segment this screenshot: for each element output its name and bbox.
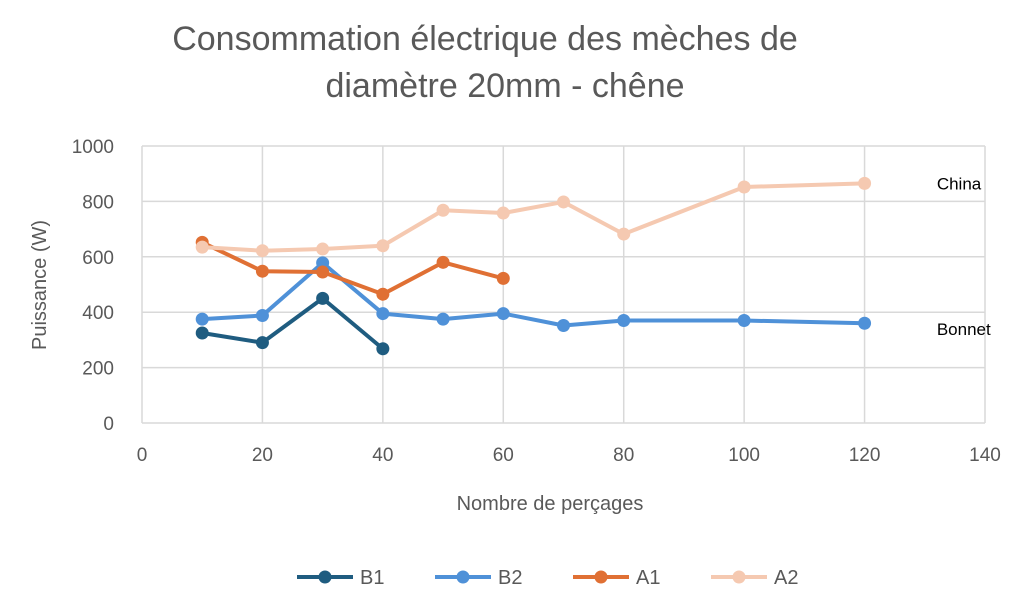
data-point-a2	[436, 203, 450, 217]
x-tick-label: 140	[969, 445, 1001, 466]
data-point-b2	[557, 318, 570, 332]
y-tick-label: 400	[82, 303, 114, 324]
series-b1	[195, 291, 390, 356]
legend: B1 B2 A1 A2	[297, 567, 798, 589]
data-point-b2	[195, 312, 209, 326]
data-point-b2	[858, 316, 872, 330]
x-tick-label: 40	[372, 445, 393, 466]
data-point-a2	[255, 244, 269, 258]
data-point-a1	[255, 264, 269, 278]
legend-item-b2: B2	[435, 567, 522, 589]
legend-item-b1: B1	[297, 567, 384, 589]
series-a2	[195, 176, 872, 258]
y-tick-label: 200	[82, 359, 114, 380]
data-point-a2	[858, 176, 872, 190]
series-line-b1	[200, 296, 385, 351]
legend-label-b1: B1	[360, 567, 384, 589]
legend-marker-a2	[732, 570, 746, 584]
data-point-a1	[376, 287, 390, 301]
data-point-a2	[617, 227, 631, 241]
chart-title-line-1: Consommation électrique des mèches de	[172, 20, 798, 58]
data-point-a1	[496, 271, 510, 285]
data-point-a2	[195, 240, 209, 254]
data-point-b2	[436, 312, 450, 326]
y-tick-label: 600	[82, 248, 114, 269]
data-point-a1	[316, 265, 330, 279]
y-tick-label: 800	[82, 192, 114, 213]
data-point-b2	[376, 307, 390, 321]
x-tick-label: 100	[728, 445, 760, 466]
data-point-a2	[557, 195, 570, 209]
chart-title-line-2: diamètre 20mm - chêne	[325, 67, 684, 105]
x-tick-label: 60	[493, 445, 514, 466]
x-axis-title: Nombre de perçages	[457, 493, 644, 515]
annotation-bonnet: Bonnet	[937, 320, 991, 339]
data-point-a2	[737, 180, 751, 194]
x-tick-label: 120	[849, 445, 881, 466]
data-point-b2	[496, 307, 510, 321]
data-point-b2	[617, 314, 631, 328]
y-tick-label: 0	[103, 414, 114, 435]
data-point-a1	[436, 255, 450, 269]
data-point-b1	[255, 336, 269, 350]
y-axis-title: Puissance (W)	[29, 220, 51, 350]
data-point-b1	[195, 326, 209, 340]
legend-label-a2: A2	[774, 567, 798, 589]
annotations: China Bonnet	[937, 174, 991, 338]
series-a1	[195, 235, 510, 301]
legend-item-a1: A1	[573, 567, 660, 589]
series-line-a1	[200, 240, 506, 297]
legend-item-a2: A2	[711, 567, 798, 589]
y-tick-label: 1000	[72, 137, 114, 158]
legend-label-a1: A1	[636, 567, 660, 589]
legend-marker-a1	[594, 570, 608, 584]
gridlines	[141, 145, 986, 424]
series-line-a2	[200, 181, 867, 253]
data-point-b2	[737, 314, 751, 328]
tick-labels: 0 200 400 600 800 1000 0 20 40 60 80 100 120 140	[72, 137, 1001, 466]
data-point-b2	[255, 309, 269, 323]
series-b2	[195, 256, 872, 332]
x-tick-label: 80	[613, 445, 634, 466]
x-tick-label: 20	[252, 445, 273, 466]
legend-label-b2: B2	[498, 567, 522, 589]
legend-marker-b2	[456, 570, 470, 584]
annotation-china: China	[937, 174, 982, 193]
data-point-b1	[376, 342, 390, 356]
series-line-b2	[200, 260, 867, 328]
series	[195, 176, 872, 356]
x-tick-label: 0	[137, 445, 148, 466]
data-point-a2	[496, 206, 510, 220]
legend-marker-b1	[318, 570, 332, 584]
data-point-b1	[316, 291, 330, 305]
data-point-b2	[316, 256, 330, 270]
data-point-a2	[316, 242, 330, 256]
data-point-a2	[376, 239, 390, 253]
